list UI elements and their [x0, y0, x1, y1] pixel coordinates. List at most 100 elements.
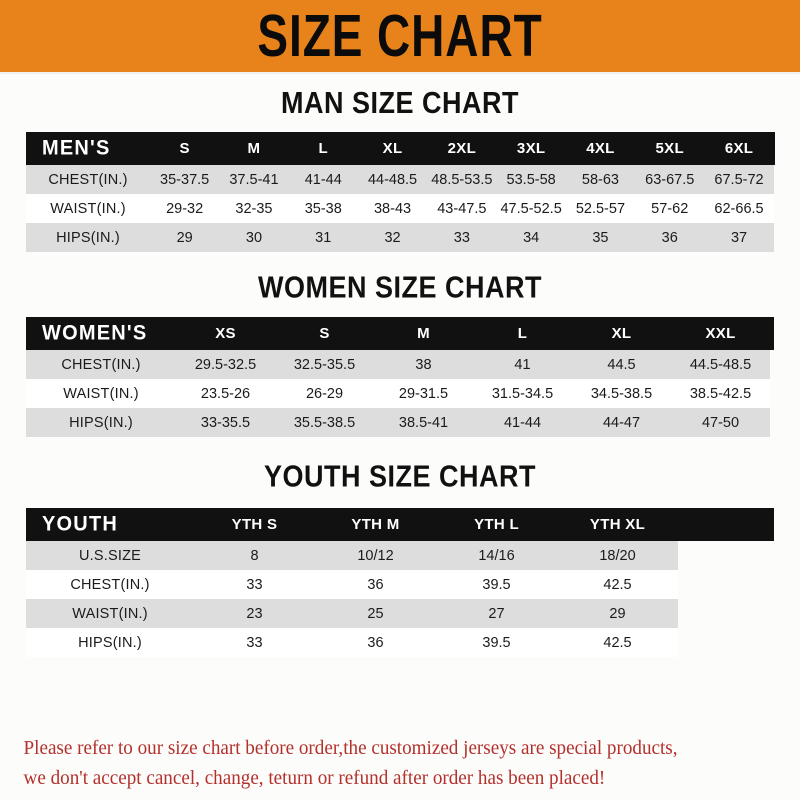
youth-header-row: YOUTH YTH S YTH M YTH L YTH XL — [26, 508, 774, 541]
youth-cell: 39.5 — [436, 570, 557, 599]
youth-row-spacer — [678, 541, 774, 570]
women-cell: 32.5-35.5 — [275, 350, 374, 379]
women-cell: 35.5-38.5 — [275, 408, 374, 437]
women-cell: 44.5-48.5 — [671, 350, 770, 379]
women-size-header-l: L — [517, 325, 528, 342]
youth-cell: 39.5 — [436, 628, 557, 657]
men-cell: 32-35 — [219, 194, 289, 223]
men-cell: 37 — [704, 223, 774, 252]
women-row-label: WAIST(IN.) — [26, 379, 176, 408]
section-men: MAN SIZE CHART MEN'S S M L XL 2XL 3XL 4XL 5XL 6XL… — [0, 74, 800, 252]
youth-row-spacer — [678, 628, 774, 657]
women-row-hips-in: HIPS(IN.) 33-35.5 35.5-38.5 38.5-41 41-44 44-… — [26, 408, 774, 437]
youth-row-u-s-size: U.S.SIZE 8 10/12 14/16 18/20 — [26, 541, 774, 570]
men-cell: 35 — [565, 223, 636, 252]
men-size-header-s: S — [179, 140, 190, 157]
youth-row-label: U.S.SIZE — [26, 541, 194, 570]
men-cell: 63-67.5 — [635, 165, 705, 194]
youth-row-waist-in: WAIST(IN.) 23 25 27 29 — [26, 599, 774, 628]
order-policy-line-2: we don't accept cancel, change, teturn o… — [23, 767, 606, 789]
women-header-row: WOMEN'S XS S M L XL XXL — [26, 317, 774, 350]
men-row-label: WAIST(IN.) — [26, 194, 150, 223]
men-size-header-4xl: 4XL — [586, 140, 615, 157]
women-size-header-xxl: XXL — [705, 325, 736, 342]
women-cell: 41-44 — [473, 408, 572, 437]
youth-cell: 42.5 — [557, 628, 678, 657]
men-cell: 57-62 — [635, 194, 705, 223]
section-women: WOMEN SIZE CHART WOMEN'S XS S M L XL XXL CHEST… — [0, 252, 800, 437]
youth-row-spacer — [678, 570, 774, 599]
men-corner-label: MEN'S — [42, 136, 111, 160]
men-cell: 36 — [635, 223, 705, 252]
men-size-header-xl: XL — [382, 140, 403, 157]
men-size-header-5xl: 5XL — [655, 140, 684, 157]
women-header-spacer — [770, 317, 774, 350]
youth-cell: 10/12 — [315, 541, 436, 570]
youth-cell: 23 — [194, 599, 315, 628]
youth-cell: 8 — [194, 541, 315, 570]
women-row-chest-in: CHEST(IN.) 29.5-32.5 32.5-35.5 38 41 44.5 44.5… — [26, 350, 774, 379]
page-banner: SIZE CHART — [0, 0, 800, 74]
men-cell: 53.5-58 — [496, 165, 566, 194]
order-policy-line-1: Please refer to our size chart before or… — [23, 737, 678, 759]
men-cell: 34 — [496, 223, 566, 252]
men-cell: 35-38 — [288, 194, 358, 223]
women-row-spacer — [770, 379, 774, 408]
page-title: SIZE CHART — [257, 2, 543, 70]
men-cell: 32 — [357, 223, 428, 252]
men-cell: 67.5-72 — [704, 165, 774, 194]
women-size-header-s: S — [319, 325, 330, 342]
men-row-chest-in: CHEST(IN.) 35-37.5 37.5-41 41-44 44-48.5 48.5… — [26, 165, 774, 194]
men-cell: 41-44 — [288, 165, 358, 194]
women-row-label: CHEST(IN.) — [26, 350, 176, 379]
youth-cell: 27 — [436, 599, 557, 628]
youth-row-label: HIPS(IN.) — [26, 628, 194, 657]
youth-cell: 36 — [315, 570, 436, 599]
youth-row-label: WAIST(IN.) — [26, 599, 194, 628]
women-cell: 34.5-38.5 — [572, 379, 671, 408]
women-row-label: HIPS(IN.) — [26, 408, 176, 437]
men-cell: 52.5-57 — [565, 194, 636, 223]
order-policy-note: Please refer to our size chart before or… — [0, 734, 784, 794]
women-size-header-xs: XS — [215, 325, 236, 342]
women-row-spacer — [770, 350, 774, 379]
men-size-header-l: L — [318, 140, 328, 157]
men-header-row: MEN'S S M L XL 2XL 3XL 4XL 5XL 6XL — [26, 132, 774, 165]
men-cell: 47.5-52.5 — [496, 194, 566, 223]
men-row-hips-in: HIPS(IN.) 29 30 31 32 33 34 35 36 37 — [26, 223, 774, 252]
youth-cell: 25 — [315, 599, 436, 628]
men-cell: 31 — [288, 223, 358, 252]
youth-cell: 18/20 — [557, 541, 678, 570]
men-size-header-m: M — [247, 140, 261, 157]
women-cell: 26-29 — [275, 379, 374, 408]
youth-size-header-yth-xl: YTH XL — [589, 516, 646, 533]
women-cell: 29-31.5 — [374, 379, 473, 408]
men-cell: 38-43 — [357, 194, 428, 223]
youth-size-header-yth-s: YTH S — [231, 516, 278, 533]
women-cell: 41 — [473, 350, 572, 379]
women-row-waist-in: WAIST(IN.) 23.5-26 26-29 29-31.5 31.5-34.5 34… — [26, 379, 774, 408]
women-cell: 47-50 — [671, 408, 770, 437]
women-cell: 38 — [374, 350, 473, 379]
men-row-label: CHEST(IN.) — [26, 165, 150, 194]
men-cell: 30 — [219, 223, 289, 252]
youth-header-spacer — [678, 508, 774, 541]
youth-cell: 42.5 — [557, 570, 678, 599]
youth-row-chest-in: CHEST(IN.) 33 36 39.5 42.5 — [26, 570, 774, 599]
men-row-label: HIPS(IN.) — [26, 223, 150, 252]
men-cell: 44-48.5 — [357, 165, 428, 194]
men-cell: 29-32 — [150, 194, 220, 223]
section-title-men: MAN SIZE CHART — [281, 86, 519, 120]
youth-row-label: CHEST(IN.) — [26, 570, 194, 599]
section-youth: YOUTH SIZE CHART YOUTH YTH S YTH M YTH L YTH… — [0, 437, 800, 657]
men-cell: 35-37.5 — [150, 165, 220, 194]
men-row-waist-in: WAIST(IN.) 29-32 32-35 35-38 38-43 43-47.5 47.… — [26, 194, 774, 223]
men-cell: 33 — [427, 223, 497, 252]
men-cell: 29 — [150, 223, 220, 252]
women-cell: 38.5-41 — [374, 408, 473, 437]
women-cell: 23.5-26 — [176, 379, 275, 408]
section-title-youth: YOUTH SIZE CHART — [263, 459, 536, 494]
women-cell: 29.5-32.5 — [176, 350, 275, 379]
women-cell: 44-47 — [572, 408, 671, 437]
